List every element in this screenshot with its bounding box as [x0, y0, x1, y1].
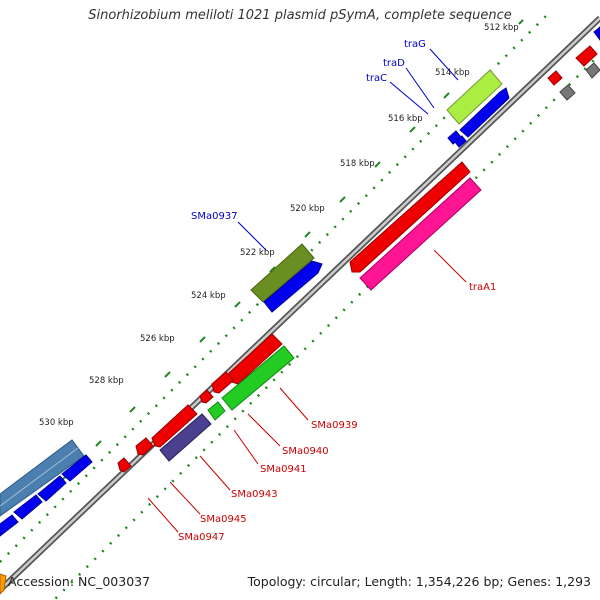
tick-label: 518 kbp — [340, 159, 375, 169]
tick-label: 528 kbp — [89, 376, 124, 386]
sma0937-feature-block — [250, 243, 315, 303]
topology-summary: Topology: circular; Length: 1,354,226 bp… — [247, 574, 591, 589]
tick-label: 512 kbp — [484, 23, 519, 33]
sma0945-cds-arrow — [135, 437, 154, 456]
sma0943-feature-block — [159, 413, 212, 462]
tick-label: 516 kbp — [388, 114, 423, 124]
gene-label-sma0940: SMa0940 — [282, 446, 329, 457]
traa1-feature-block — [359, 177, 482, 291]
accession-marker — [0, 573, 7, 595]
right-blue-block — [593, 26, 600, 41]
trag-cds-arrow — [459, 87, 510, 138]
tick-label: 520 kbp — [290, 204, 325, 214]
accession-text: Accession: NC_003037 — [8, 574, 151, 589]
gene-label-traa1: traA1 — [469, 282, 496, 293]
gene-label-sma0939: SMa0939 — [311, 420, 358, 431]
sma0939-feature-block — [221, 345, 295, 411]
backbone — [0, 15, 600, 593]
left-cds-arrow-2 — [37, 475, 67, 502]
trac-cds-arrow — [454, 135, 467, 148]
right-grey-block-2 — [585, 62, 600, 79]
left-cds-arrow-4 — [0, 514, 19, 537]
right-grey-block-1 — [559, 84, 576, 101]
map-title: Sinorhizobium meliloti 1021 plasmid pSym… — [88, 8, 512, 23]
inner-features — [117, 26, 600, 473]
reverse-cds-arrows — [0, 87, 510, 537]
inner-dotted-ring — [52, 53, 600, 600]
trag-feature-block — [446, 69, 503, 125]
gene-label-sma0941: SMa0941 — [260, 464, 307, 475]
leader-lines — [147, 48, 467, 533]
tick-marks — [61, 19, 524, 481]
left-cds-arrow-3 — [13, 494, 43, 520]
gene-label-sma0937: SMa0937 — [191, 211, 238, 222]
gene-label-trad: traD — [383, 58, 405, 69]
tick-label: 530 kbp — [39, 418, 74, 428]
tick-label: 524 kbp — [191, 291, 226, 301]
traa1-cds-arrow — [349, 161, 471, 273]
right-cds-arrow-2 — [575, 45, 598, 67]
sma0943-cds-arrow — [151, 404, 198, 448]
gene-label-sma0947: SMa0947 — [178, 532, 225, 543]
sma0941-cds-arrow — [199, 389, 214, 404]
gene-label-sma0945: SMa0945 — [200, 514, 247, 525]
sma0941-feature-block — [207, 401, 226, 421]
sma0937-cds-arrow — [263, 260, 323, 313]
sma0940-cds-arrow — [211, 371, 235, 394]
sma0947-cds-arrow — [117, 457, 132, 473]
gene-label-trac: traC — [366, 73, 387, 84]
left-cds-arrow-1 — [61, 454, 93, 482]
outer-features — [0, 69, 503, 517]
gene-label-trag: traG — [404, 39, 426, 50]
gene-labels: traG traD traC SMa0937 traA1 SMa0939 SMa… — [178, 39, 496, 543]
gene-label-sma0943: SMa0943 — [231, 489, 278, 500]
tick-label: 526 kbp — [140, 334, 175, 344]
right-cds-arrow-1 — [547, 70, 563, 86]
tick-label: 522 kbp — [240, 248, 275, 258]
